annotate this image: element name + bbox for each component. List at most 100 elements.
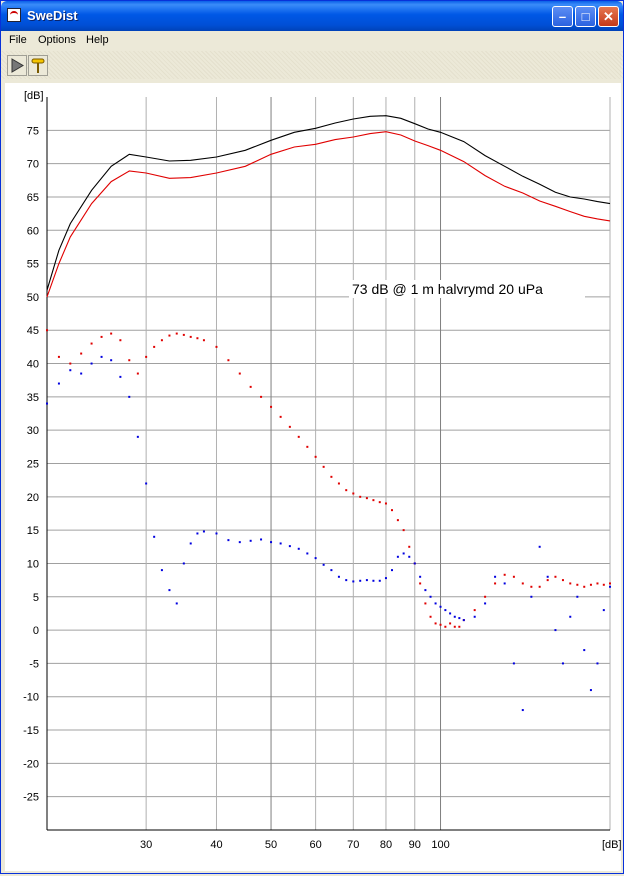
data-point — [359, 495, 362, 498]
y-tick-label: 5 — [33, 592, 39, 604]
data-point — [402, 552, 405, 555]
data-point — [473, 609, 476, 612]
data-point — [345, 489, 348, 492]
data-point — [249, 539, 252, 542]
data-point — [384, 577, 387, 580]
data-point — [512, 575, 515, 578]
data-point — [372, 499, 375, 502]
annotation-bg — [349, 280, 585, 298]
data-point — [439, 623, 442, 626]
data-point — [561, 662, 564, 665]
data-point — [175, 332, 178, 335]
data-point — [322, 465, 325, 468]
data-point — [69, 369, 72, 372]
data-point — [314, 455, 317, 458]
data-point — [473, 615, 476, 618]
data-point — [337, 575, 340, 578]
data-point — [378, 501, 381, 504]
data-point — [449, 622, 452, 625]
menu-options[interactable]: Options — [38, 34, 76, 46]
annotation: 73 dB @ 1 m halvrymd 20 uPa — [352, 281, 543, 297]
run-button[interactable] — [7, 55, 27, 76]
data-point — [57, 355, 60, 358]
y-tick-label: 0 — [33, 625, 39, 637]
data-point — [429, 595, 432, 598]
data-point — [365, 579, 368, 582]
data-point — [554, 629, 557, 632]
data-point — [153, 345, 156, 348]
x-tick-label: 30 — [140, 839, 152, 851]
data-point — [80, 352, 83, 355]
data-point — [583, 649, 586, 652]
data-point — [503, 582, 506, 585]
minimize-icon: – — [558, 9, 567, 24]
data-point — [378, 579, 381, 582]
y-tick-label: 70 — [27, 159, 39, 171]
data-point — [260, 395, 263, 398]
data-point — [215, 532, 218, 535]
data-point — [512, 662, 515, 665]
data-point — [182, 562, 185, 565]
data-point — [396, 519, 399, 522]
data-point — [202, 530, 205, 533]
toolbar — [1, 51, 623, 79]
data-point — [227, 539, 230, 542]
maximize-button[interactable]: □ — [575, 6, 596, 27]
y-tick-label: -10 — [23, 692, 39, 704]
title-bar[interactable]: SweDist – □ ✕ — [1, 1, 623, 31]
data-point — [444, 609, 447, 612]
y-tick-label: 25 — [27, 459, 39, 471]
data-point — [359, 579, 362, 582]
y-tick-label: 40 — [27, 359, 39, 371]
data-point — [494, 582, 497, 585]
y-tick-label: 10 — [27, 558, 39, 570]
y-tick-label: -15 — [23, 725, 39, 737]
data-point — [189, 542, 192, 545]
probe-button[interactable] — [28, 55, 48, 76]
data-point — [90, 362, 93, 365]
close-button[interactable]: ✕ — [598, 6, 619, 27]
data-point — [279, 415, 282, 418]
data-point — [322, 563, 325, 566]
data-point — [100, 355, 103, 358]
data-point — [238, 372, 241, 375]
data-point — [314, 557, 317, 560]
data-point — [90, 342, 93, 345]
data-point — [365, 497, 368, 500]
menu-help[interactable]: Help — [86, 34, 109, 46]
window-title: SweDist — [27, 8, 78, 23]
app-icon — [7, 8, 21, 22]
minimize-button[interactable]: – — [552, 6, 573, 27]
x-tick-label: 80 — [380, 839, 392, 851]
data-point — [583, 585, 586, 588]
data-point — [538, 545, 541, 548]
x-tick-label: 70 — [347, 839, 359, 851]
plot-area: 75 70 65 60 55 50 45 40 35 30 25 20 15 10 5 0 -5 -10 -15 -2… — [5, 83, 622, 871]
data-point — [306, 552, 309, 555]
data-point — [153, 535, 156, 538]
close-icon: ✕ — [603, 9, 614, 24]
data-point — [596, 662, 599, 665]
data-point — [69, 362, 72, 365]
data-point — [530, 595, 533, 598]
data-point — [530, 585, 533, 588]
data-point — [462, 619, 465, 622]
data-point — [297, 435, 300, 438]
data-point — [337, 482, 340, 485]
data-point — [538, 585, 541, 588]
data-point — [119, 375, 122, 378]
series-line-0 — [46, 115, 611, 291]
play-icon — [11, 58, 24, 73]
data-point — [494, 575, 497, 578]
y-axis-label: [dB] — [24, 90, 44, 102]
data-point — [449, 612, 452, 615]
data-point — [175, 602, 178, 605]
data-point — [458, 617, 461, 620]
data-point — [160, 569, 163, 572]
x-tick-label: 60 — [309, 839, 321, 851]
data-point — [434, 602, 437, 605]
menu-file[interactable]: File — [9, 34, 27, 46]
probe-icon — [31, 58, 45, 73]
data-point — [390, 569, 393, 572]
